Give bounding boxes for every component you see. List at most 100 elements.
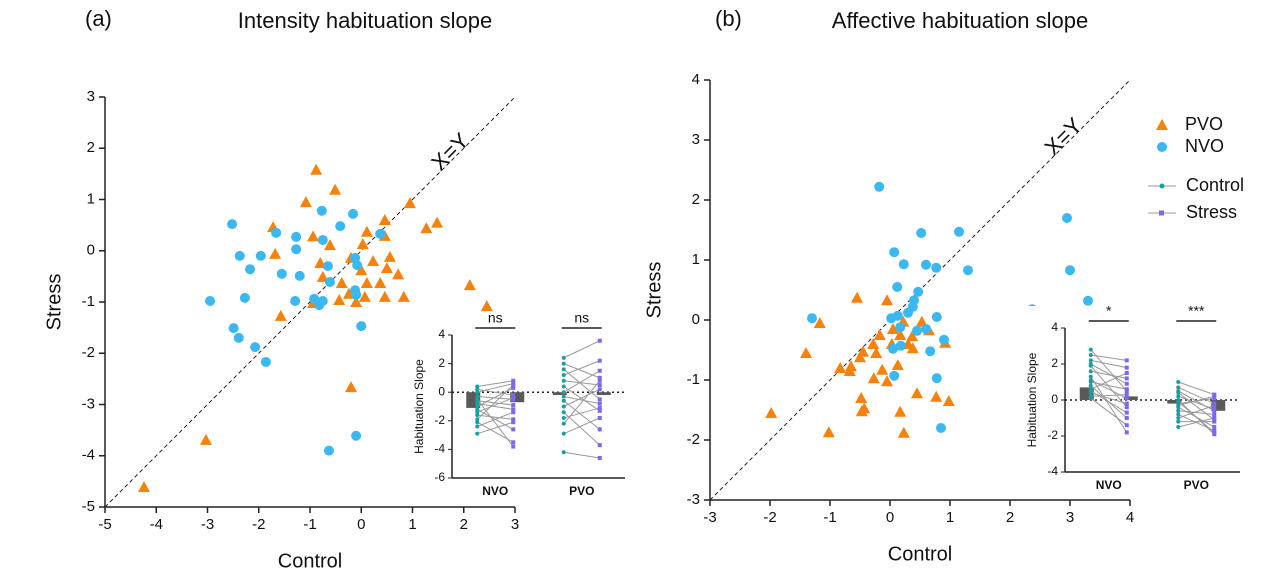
pair-line: [563, 400, 601, 430]
data-point: [906, 342, 919, 354]
data-point: [255, 250, 266, 261]
y-tick-label: -1: [82, 293, 95, 310]
data-point: [939, 334, 949, 345]
legend-label: NVO: [1185, 136, 1224, 156]
y-tick-label: 1: [87, 190, 95, 207]
significance-label: *: [1106, 303, 1112, 319]
data-point: [348, 208, 359, 219]
data-point: [367, 255, 380, 266]
data-point: [345, 381, 357, 393]
data-point: [350, 296, 363, 307]
pair-line: [563, 395, 600, 405]
data-point: [874, 181, 885, 192]
data-point: [199, 433, 212, 445]
pair-line: [477, 380, 514, 387]
data-point: [851, 291, 863, 303]
data-point: [352, 260, 363, 271]
y-tick-label: 3: [692, 131, 700, 148]
data-point: [356, 321, 367, 332]
x-tick-label: PVO: [1184, 478, 1209, 492]
data-point: [855, 392, 868, 403]
y-tick-label: -1: [687, 371, 700, 388]
x-tick-label: 1: [408, 516, 416, 533]
pair-line: [477, 403, 514, 410]
data-point: [511, 440, 516, 445]
y-tick-label: -5: [82, 498, 95, 515]
x-tick-label: -1: [303, 516, 316, 533]
data-point: [1212, 394, 1217, 399]
data-point: [561, 367, 566, 372]
data-point: [511, 427, 516, 432]
data-point: [1088, 396, 1093, 401]
data-point: [475, 404, 480, 409]
bar: [552, 392, 567, 396]
data-point: [913, 286, 924, 297]
data-point: [511, 407, 516, 412]
y-tick-label: 0: [692, 311, 700, 328]
data-point: [561, 384, 566, 389]
x-tick-label: 4: [1126, 509, 1134, 526]
data-point: [1176, 389, 1181, 393]
data-point: [889, 370, 900, 381]
pair-line: [1090, 397, 1128, 426]
data-point: [511, 410, 516, 415]
pair-line: [563, 417, 600, 435]
pair-line: [1090, 363, 1127, 385]
x-tick-label: 2: [1006, 509, 1014, 526]
data-point: [310, 163, 323, 175]
data-point: [274, 309, 287, 321]
data-point: [1088, 347, 1093, 352]
bar: [1167, 400, 1182, 404]
data-point: [1065, 265, 1075, 276]
pair-line: [563, 411, 601, 446]
pair-line: [1090, 379, 1127, 399]
data-point: [597, 415, 602, 420]
pair-line: [563, 370, 601, 393]
data-point: [561, 450, 566, 455]
pair-line: [1090, 376, 1128, 433]
data-point: [1176, 380, 1181, 384]
y-tick-label: -2: [82, 344, 95, 361]
bar: [1211, 400, 1226, 411]
data-point: [511, 385, 516, 390]
data-point: [1124, 423, 1129, 428]
x-tick-label: -2: [252, 516, 265, 533]
y-tick-label: 1: [692, 251, 700, 268]
pair-line: [563, 386, 601, 412]
data-point: [561, 410, 566, 415]
y-tick-label: -3: [687, 491, 700, 508]
data-point: [1124, 387, 1129, 392]
data-point: [597, 358, 602, 363]
pair-line: [1178, 381, 1215, 396]
data-point: [854, 351, 866, 363]
data-point: [1124, 371, 1129, 375]
data-point: [480, 300, 493, 312]
data-point: [475, 384, 480, 389]
data-point: [290, 295, 301, 306]
y-axis-label: Habituation Slope: [1025, 352, 1039, 447]
data-point: [915, 315, 928, 327]
data-point: [374, 277, 387, 289]
pair-line: [1177, 392, 1215, 421]
x-tick-label: 0: [886, 509, 894, 526]
data-point: [895, 322, 906, 333]
data-point: [873, 329, 886, 340]
data-point: [511, 395, 516, 400]
pair-line: [563, 363, 600, 379]
pair-line: [1090, 370, 1127, 379]
y-tick-label: 2: [1051, 356, 1058, 370]
pair-line: [1090, 354, 1127, 361]
data-point: [561, 378, 566, 383]
y-tick-label: 2: [692, 191, 700, 208]
data-point: [358, 290, 371, 302]
data-point: [324, 277, 335, 288]
y-tick-label: -2: [687, 431, 700, 448]
x-axis-label: Control: [278, 550, 342, 572]
data-point: [1088, 362, 1093, 366]
data-point: [475, 417, 480, 422]
legend-marker: [1157, 142, 1167, 152]
data-point: [881, 294, 893, 306]
data-point: [1124, 430, 1129, 435]
data-point: [891, 359, 904, 370]
panel-label: (a): [85, 6, 112, 31]
